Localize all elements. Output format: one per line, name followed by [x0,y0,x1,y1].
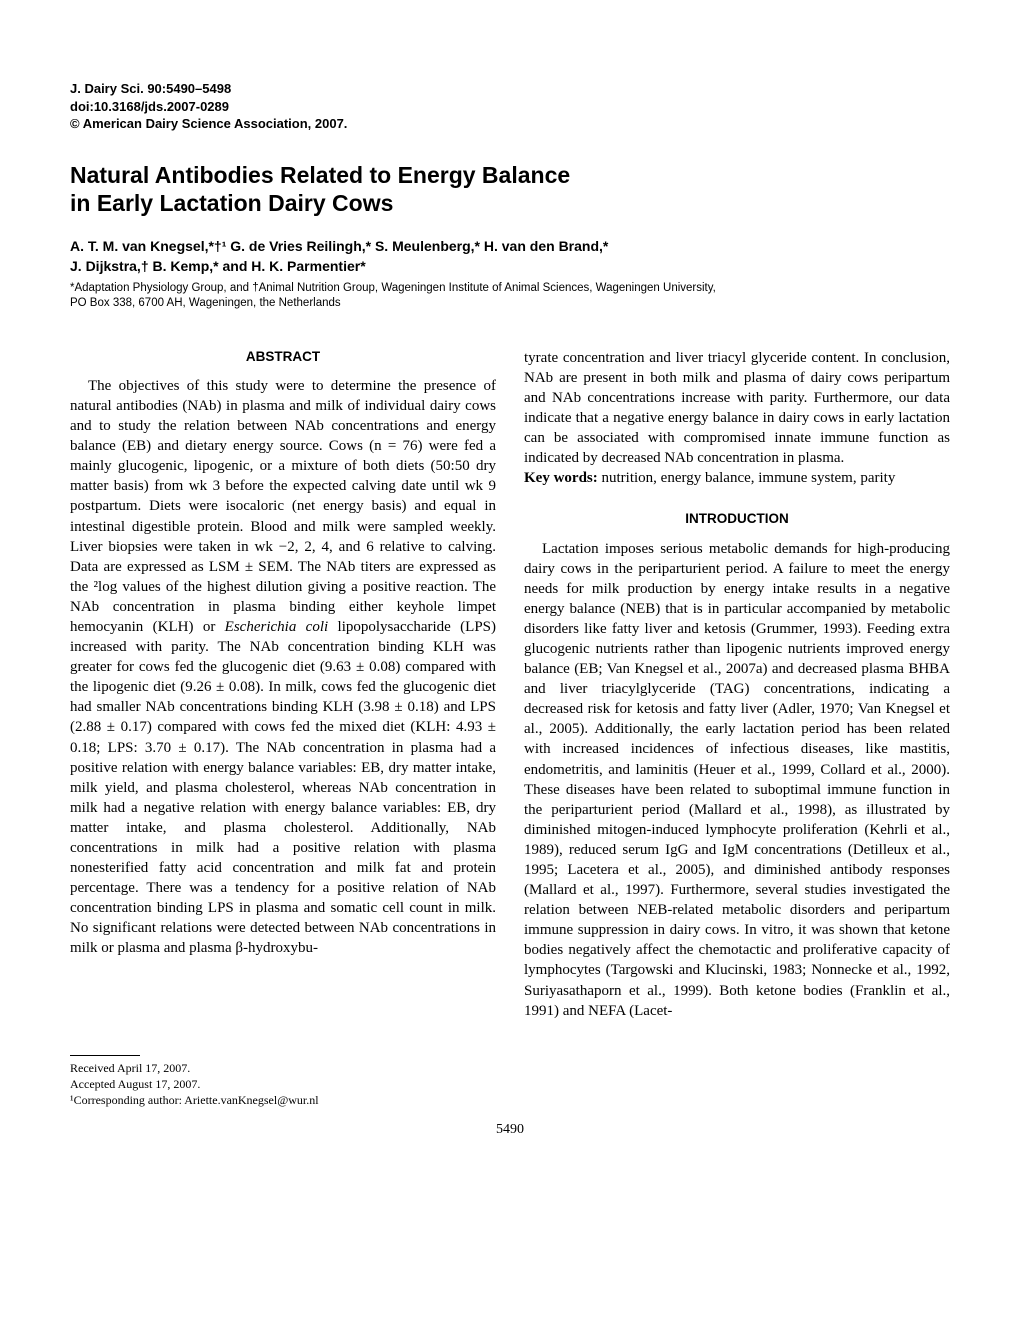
right-column: tyrate concentration and liver triacyl g… [524,348,950,1021]
page-number: 5490 [70,1122,950,1138]
copyright-line: © American Dairy Science Association, 20… [70,115,950,133]
footnotes-block: Received April 17, 2007. Accepted August… [70,1055,475,1109]
doi-line: doi:10.3168/jds.2007-0289 [70,98,950,116]
article-title: Natural Antibodies Related to Energy Bal… [70,161,950,219]
abstract-paragraph-right: tyrate concentration and liver triacyl g… [524,348,950,469]
authors-line-2: J. Dijkstra,† B. Kemp,* and H. K. Parmen… [70,256,950,276]
keywords-text: nutrition, energy balance, immune system… [598,470,896,486]
title-line-2: in Early Lactation Dairy Cows [70,190,393,216]
abstract-heading: ABSTRACT [70,348,496,366]
authors-line-1: A. T. M. van Knegsel,*†¹ G. de Vries Rei… [70,236,950,256]
footnote-accepted: Accepted August 17, 2007. [70,1076,475,1092]
affiliation-line-1: *Adaptation Physiology Group, and †Anima… [70,281,950,297]
species-name: Escherichia coli [225,619,329,635]
abstract-paragraph-left: The objectives of this study were to det… [70,376,496,959]
affiliation-block: *Adaptation Physiology Group, and †Anima… [70,281,950,312]
introduction-paragraph: Lactation imposes serious metabolic dema… [524,539,950,1021]
footnote-rule [70,1055,140,1056]
footnote-received: Received April 17, 2007. [70,1060,475,1076]
introduction-heading: INTRODUCTION [524,510,950,528]
left-column: ABSTRACT The objectives of this study we… [70,348,496,1021]
title-line-1: Natural Antibodies Related to Energy Bal… [70,162,570,188]
two-column-body: ABSTRACT The objectives of this study we… [70,348,950,1021]
page-container: J. Dairy Sci. 90:5490–5498 doi:10.3168/j… [0,0,1020,1198]
authors-block: A. T. M. van Knegsel,*†¹ G. de Vries Rei… [70,236,950,277]
affiliation-line-2: PO Box 338, 6700 AH, Wageningen, the Net… [70,296,950,312]
keywords-label: Key words: [524,470,598,486]
journal-header: J. Dairy Sci. 90:5490–5498 doi:10.3168/j… [70,80,950,133]
footnote-corresponding: ¹Corresponding author: Ariette.vanKnegse… [70,1092,475,1108]
keywords-line: Key words: nutrition, energy balance, im… [524,468,950,488]
journal-citation: J. Dairy Sci. 90:5490–5498 [70,80,950,98]
